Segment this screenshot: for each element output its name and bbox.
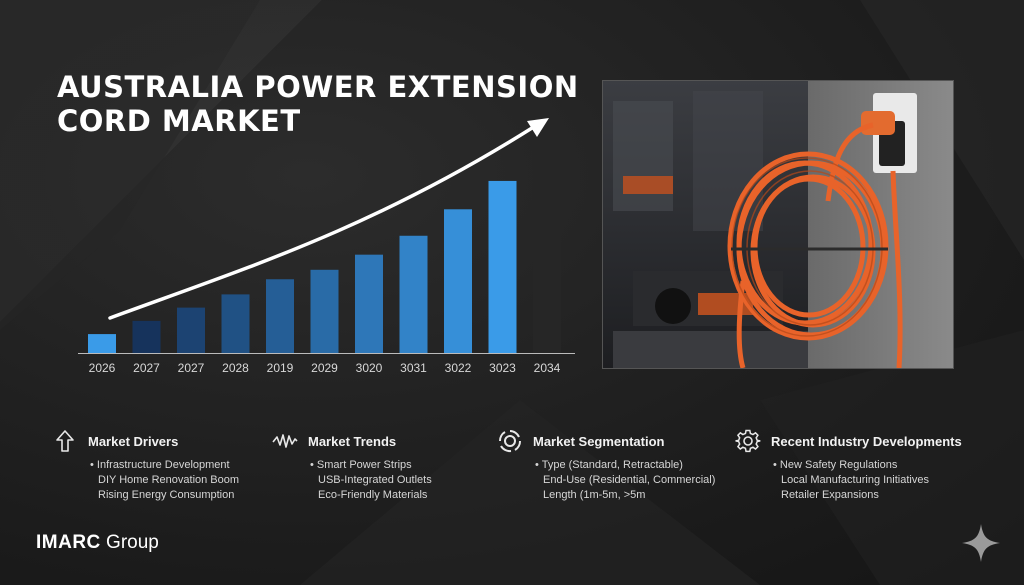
list-item: Length (1m-5m, >5m (543, 489, 646, 501)
bar-2 (177, 307, 205, 353)
x-tick-label: 2029 (311, 361, 338, 375)
segment-ring-icon (499, 430, 521, 453)
logo-light-text: Group (100, 532, 159, 553)
bar-9 (488, 180, 517, 353)
logo-strong-text: IMARC (36, 532, 101, 553)
list-item: Local Manufacturing Initiatives (781, 474, 929, 486)
bar-7 (399, 235, 428, 353)
sparkle-icon (962, 524, 1000, 562)
list-item: USB-Integrated Outlets (318, 474, 432, 486)
x-tick-label: 2028 (222, 361, 249, 375)
arrow-up-icon (56, 430, 74, 452)
bar-6 (355, 254, 383, 353)
pulse-wave-icon (272, 434, 298, 448)
section-title: Market Trends (308, 433, 397, 449)
list-item: Rising Energy Consumption (98, 489, 235, 501)
list-item: New Safety Regulations (773, 458, 970, 473)
market-trends-section: Market Trends Smart Power Strips USB-Int… (272, 430, 507, 503)
market-segmentation-section: Market Segmentation Type (Standard, Retr… (497, 430, 732, 503)
trend-arrow-head (527, 118, 549, 137)
extension-cord-photo (602, 80, 954, 369)
page-title: AUSTRALIA POWER EXTENSION CORD MARKET (57, 70, 579, 138)
section-title: Market Segmentation (533, 433, 665, 449)
bar-10 (533, 160, 561, 353)
list-item: Type (Standard, Retractable) (535, 458, 732, 473)
bar-3 (221, 294, 250, 353)
imarc-group-logo: IMARC Group (36, 532, 159, 554)
x-tick-label: 2019 (267, 361, 294, 375)
x-tick-label: 2027 (178, 361, 205, 375)
x-tick-label: 3020 (356, 361, 383, 375)
bar-8 (444, 209, 472, 353)
x-tick-label: 2034 (534, 361, 561, 375)
x-tick-label: 2026 (89, 361, 116, 375)
bar-chart: 2026 2027 2027 2028 2019 2029 3020 3031 3022 3023… (78, 118, 575, 375)
x-tick-label: 2027 (133, 361, 160, 375)
list-item: Smart Power Strips (310, 458, 507, 473)
gear-icon (735, 429, 761, 453)
list-item: End-Use (Residential, Commercial) (543, 474, 716, 486)
bar-1 (132, 320, 161, 353)
x-tick-label: 3023 (489, 361, 516, 375)
x-tick-label: 3022 (445, 361, 472, 375)
x-tick-label: 3031 (400, 361, 427, 375)
market-drivers-section: Market Drivers Infrastructure Developmen… (52, 430, 287, 503)
list-item: Eco-Friendly Materials (318, 489, 428, 501)
section-title: Recent Industry Developments (771, 433, 962, 449)
list-item: DIY Home Renovation Boom (98, 474, 240, 486)
recent-developments-section: Recent Industry Developments New Safety … (735, 429, 970, 503)
bar-5 (310, 269, 339, 353)
section-title: Market Drivers (88, 433, 179, 449)
list-item: Retailer Expansions (781, 489, 879, 501)
trend-arrow-line (108, 126, 534, 320)
list-item: Infrastructure Development (90, 458, 287, 473)
bar-0 (88, 334, 116, 353)
bar-4 (266, 279, 294, 353)
